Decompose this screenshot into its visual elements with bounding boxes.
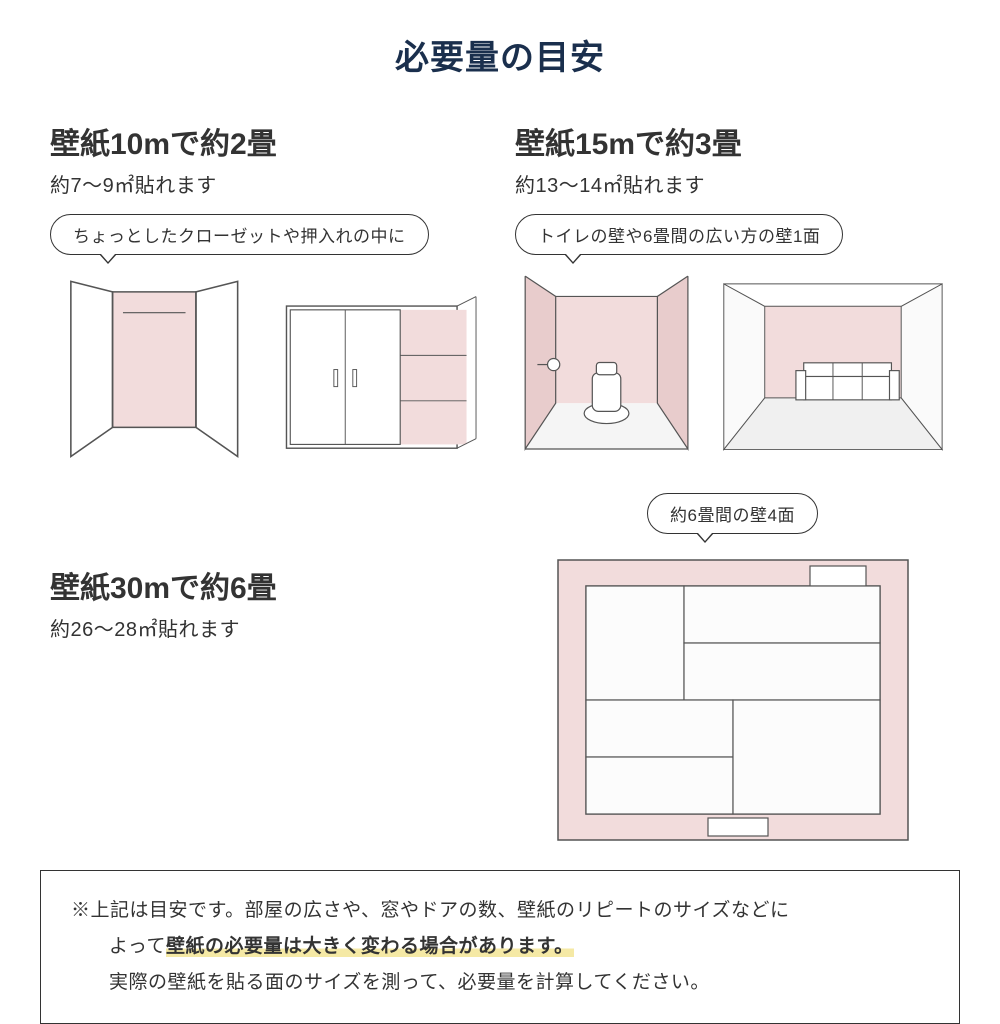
closet-open-illustration bbox=[50, 271, 259, 469]
page-title: 必要量の目安 bbox=[0, 0, 1000, 79]
section-bubble: 約6畳間の壁4面 bbox=[647, 493, 818, 534]
section-bubble: トイレの壁や6畳間の広い方の壁1面 bbox=[515, 214, 843, 255]
note-box: ※上記は目安です。部屋の広さや、窓やドアの数、壁紙のリピートのサイズなどに よっ… bbox=[40, 870, 960, 1024]
section-30m-image: 約6畳間の壁4面 bbox=[515, 493, 950, 850]
section-heading: 壁紙10mで約2畳 bbox=[50, 119, 485, 163]
note-line-3: 実際の壁紙を貼る面のサイズを測って、必要量を計算してください。 bbox=[71, 965, 929, 1001]
toilet-room-illustration bbox=[515, 271, 698, 464]
note-line-2: よって壁紙の必要量は大きく変わる場合があります。 bbox=[71, 929, 929, 965]
room-topdown-illustration bbox=[548, 550, 918, 850]
section-heading: 壁紙15mで約3畳 bbox=[515, 119, 950, 163]
note-line-2-highlight: 壁紙の必要量は大きく変わる場合があります。 bbox=[166, 936, 574, 957]
section-sub: 約26～28㎡貼れます bbox=[50, 613, 485, 642]
section-30m: 壁紙30mで約6畳 約26～28㎡貼れます bbox=[50, 493, 485, 850]
sections-grid: 壁紙10mで約2畳 約7～9㎡貼れます ちょっとしたクローゼットや押入れの中に bbox=[0, 79, 1000, 850]
note-line-1: ※上記は目安です。部屋の広さや、窓やドアの数、壁紙のリピートのサイズなどに bbox=[71, 893, 929, 929]
note-line-2-prefix: よって bbox=[109, 936, 166, 957]
section-heading: 壁紙30mで約6畳 bbox=[50, 563, 485, 607]
illustration-row bbox=[515, 271, 950, 464]
illustration-row bbox=[50, 271, 485, 469]
sliding-closet-illustration bbox=[277, 289, 486, 469]
section-sub: 約7～9㎡貼れます bbox=[50, 169, 485, 198]
section-10m: 壁紙10mで約2畳 約7～9㎡貼れます ちょっとしたクローゼットや押入れの中に bbox=[50, 119, 485, 469]
section-15m: 壁紙15mで約3畳 約13～14㎡貼れます トイレの壁や6畳間の広い方の壁1面 bbox=[515, 119, 950, 469]
section-sub: 約13～14㎡貼れます bbox=[515, 169, 950, 198]
section-bubble: ちょっとしたクローゼットや押入れの中に bbox=[50, 214, 429, 255]
room-one-wall-illustration bbox=[716, 279, 950, 464]
